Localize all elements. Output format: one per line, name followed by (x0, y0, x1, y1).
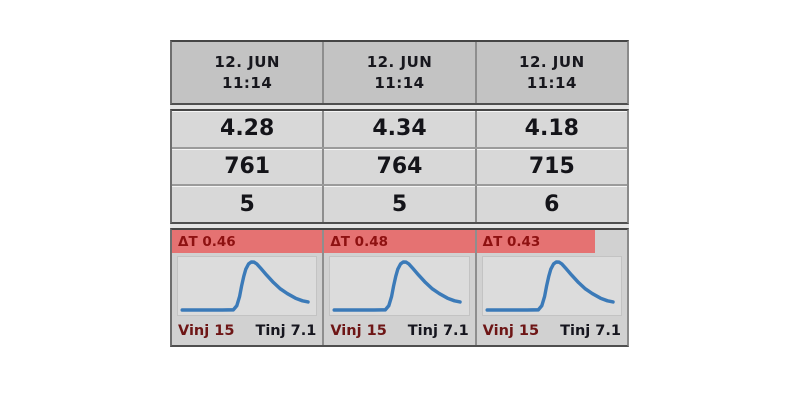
value-row-3: 5 5 6 (172, 184, 627, 223)
header-row: 12. JUN 11:14 12. JUN 11:14 12. JUN 11:1… (170, 40, 629, 105)
vinj-label: Vinj 15 (482, 322, 540, 339)
delta-t-banner: ΔT 0.48 (324, 230, 475, 253)
value-cell: 5 (239, 191, 255, 217)
values-block: 4.28 4.34 4.18 761 764 715 5 5 6 (170, 109, 629, 224)
value-cell: 4.34 (322, 111, 474, 147)
measurement-date: 12. JUN (519, 52, 585, 71)
thermodilution-chart (329, 256, 470, 316)
tinj-label: Tinj 7.1 (560, 322, 621, 339)
value-cell: 4.18 (474, 111, 627, 147)
thermodilution-chart (481, 256, 622, 316)
value-cell: 715 (474, 148, 627, 185)
measurement-time: 11:14 (526, 73, 577, 92)
section-divider (170, 224, 629, 228)
curves-row: ΔT 0.46 Vinj 15 Tinj 7.1 ΔT 0.48 (170, 228, 629, 347)
value-cell: 764 (322, 148, 474, 185)
section-divider (170, 105, 629, 109)
value-cell: 5 (322, 186, 474, 223)
column-header-2: 12. JUN 11:14 (322, 42, 474, 103)
measurement-date: 12. JUN (214, 52, 280, 71)
measurement-tile-2[interactable]: ΔT 0.48 Vinj 15 Tinj 7.1 (322, 230, 475, 345)
delta-t-value: ΔT 0.43 (482, 233, 541, 250)
injectate-labels: Vinj 15 Tinj 7.1 (477, 316, 627, 345)
measurement-date: 12. JUN (366, 52, 433, 71)
value-row-1: 4.28 4.34 4.18 (172, 111, 627, 147)
thermodilution-chart (177, 256, 318, 316)
cardiac-output-measurement-table: 12. JUN 11:14 12. JUN 11:14 12. JUN 11:1… (170, 40, 629, 347)
value-cell: 4.28 (220, 116, 275, 142)
injectate-labels: Vinj 15 Tinj 7.1 (324, 316, 474, 345)
thermodilution-curve (485, 260, 615, 312)
value-cell: 6 (474, 186, 627, 223)
measurement-time: 11:14 (374, 73, 425, 92)
vinj-label: Vinj 15 (178, 322, 235, 339)
delta-t-value: ΔT 0.46 (178, 233, 236, 250)
value-row-2: 761 764 715 (172, 146, 627, 185)
column-header-3: 12. JUN 11:14 (474, 42, 627, 103)
delta-t-value: ΔT 0.48 (330, 233, 388, 250)
tinj-label: Tinj 7.1 (255, 322, 317, 339)
measurement-time: 11:14 (222, 73, 273, 92)
measurement-tile-3[interactable]: ΔT 0.43 Vinj 15 Tinj 7.1 (474, 230, 627, 345)
thermodilution-curve (180, 260, 310, 312)
delta-t-banner: ΔT 0.46 (172, 230, 323, 253)
value-cell: 761 (224, 154, 271, 179)
column-header-1: 12. JUN 11:14 (172, 42, 322, 103)
thermodilution-curve (332, 260, 463, 312)
delta-t-banner: ΔT 0.43 (476, 230, 596, 253)
tinj-label: Tinj 7.1 (407, 322, 469, 339)
vinj-label: Vinj 15 (330, 322, 387, 339)
measurement-tile-1[interactable]: ΔT 0.46 Vinj 15 Tinj 7.1 (172, 230, 323, 345)
injectate-labels: Vinj 15 Tinj 7.1 (172, 316, 322, 345)
